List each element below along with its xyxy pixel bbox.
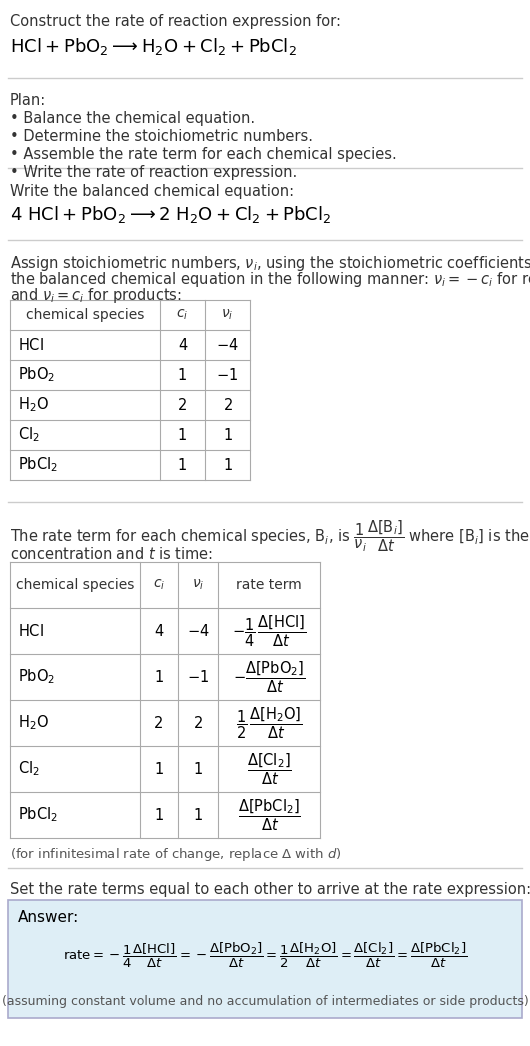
Text: Set the rate terms equal to each other to arrive at the rate expression:: Set the rate terms equal to each other t… bbox=[10, 882, 530, 897]
Text: $\dfrac{1}{2}\,\dfrac{\Delta[\mathrm{H_2O}]}{\Delta t}$: $\dfrac{1}{2}\,\dfrac{\Delta[\mathrm{H_2… bbox=[236, 705, 302, 741]
Text: $-\dfrac{\Delta[\mathrm{PbO_2}]}{\Delta t}$: $-\dfrac{\Delta[\mathrm{PbO_2}]}{\Delta … bbox=[233, 659, 305, 695]
Text: $\mathrm{HCl}$: $\mathrm{HCl}$ bbox=[18, 623, 44, 639]
Text: $-\dfrac{1}{4}\,\dfrac{\Delta[\mathrm{HCl}]}{\Delta t}$: $-\dfrac{1}{4}\,\dfrac{\Delta[\mathrm{HC… bbox=[232, 613, 306, 649]
Text: Assign stoichiometric numbers, $\nu_i$, using the stoichiometric coefficients, $: Assign stoichiometric numbers, $\nu_i$, … bbox=[10, 254, 530, 273]
Text: $\mathrm{H_2O}$: $\mathrm{H_2O}$ bbox=[18, 713, 49, 732]
Text: and $\nu_i = c_i$ for products:: and $\nu_i = c_i$ for products: bbox=[10, 286, 182, 305]
Text: • Write the rate of reaction expression.: • Write the rate of reaction expression. bbox=[10, 165, 297, 180]
Text: $\nu_i$: $\nu_i$ bbox=[192, 577, 204, 592]
Text: $\mathrm{H_2O}$: $\mathrm{H_2O}$ bbox=[18, 395, 49, 414]
Text: • Assemble the rate term for each chemical species.: • Assemble the rate term for each chemic… bbox=[10, 147, 397, 162]
Text: concentration and $t$ is time:: concentration and $t$ is time: bbox=[10, 546, 213, 562]
Text: $\mathrm{Cl_2}$: $\mathrm{Cl_2}$ bbox=[18, 759, 40, 778]
Text: (for infinitesimal rate of change, replace $\Delta$ with $d$): (for infinitesimal rate of change, repla… bbox=[10, 846, 342, 863]
Text: $-4$: $-4$ bbox=[216, 337, 239, 353]
Text: $\dfrac{\Delta[\mathrm{PbCl_2}]}{\Delta t}$: $\dfrac{\Delta[\mathrm{PbCl_2}]}{\Delta … bbox=[237, 797, 301, 833]
Text: 1: 1 bbox=[178, 428, 187, 442]
Text: $\mathrm{rate} = -\dfrac{1}{4}\dfrac{\Delta[\mathrm{HCl}]}{\Delta t} = -\dfrac{\: $\mathrm{rate} = -\dfrac{1}{4}\dfrac{\De… bbox=[63, 940, 467, 970]
Text: Plan:: Plan: bbox=[10, 93, 46, 108]
FancyBboxPatch shape bbox=[8, 900, 522, 1018]
Text: $\mathrm{PbCl_2}$: $\mathrm{PbCl_2}$ bbox=[18, 456, 58, 474]
Text: $\mathregular{HCl + PbO_2 \longrightarrow H_2O + Cl_2 + PbCl_2}$: $\mathregular{HCl + PbO_2 \longrightarro… bbox=[10, 36, 297, 56]
Text: Construct the rate of reaction expression for:: Construct the rate of reaction expressio… bbox=[10, 14, 341, 29]
Text: The rate term for each chemical species, $\mathrm{B}_i$, is $\dfrac{1}{\nu_i}\df: The rate term for each chemical species,… bbox=[10, 518, 530, 553]
Text: 1: 1 bbox=[154, 808, 164, 822]
Text: the balanced chemical equation in the following manner: $\nu_i = -c_i$ for react: the balanced chemical equation in the fo… bbox=[10, 270, 530, 289]
Text: $1$: $1$ bbox=[193, 808, 203, 823]
Text: 2: 2 bbox=[154, 715, 164, 730]
Text: 1: 1 bbox=[154, 669, 164, 684]
Text: chemical species: chemical species bbox=[16, 578, 134, 592]
Text: rate term: rate term bbox=[236, 578, 302, 592]
Text: • Determine the stoichiometric numbers.: • Determine the stoichiometric numbers. bbox=[10, 129, 313, 144]
Text: $\mathrm{HCl}$: $\mathrm{HCl}$ bbox=[18, 337, 44, 353]
Text: $\dfrac{\Delta[\mathrm{Cl_2}]}{\Delta t}$: $\dfrac{\Delta[\mathrm{Cl_2}]}{\Delta t}… bbox=[246, 751, 292, 787]
Text: 1: 1 bbox=[178, 367, 187, 383]
Text: $-1$: $-1$ bbox=[187, 669, 209, 685]
Text: Write the balanced chemical equation:: Write the balanced chemical equation: bbox=[10, 184, 294, 199]
Text: $\mathregular{4\ HCl + PbO_2 \longrightarrow 2\ H_2O + Cl_2 + PbCl_2}$: $\mathregular{4\ HCl + PbO_2 \longrighta… bbox=[10, 204, 331, 225]
Text: $c_i$: $c_i$ bbox=[176, 308, 189, 322]
Text: $\mathrm{PbO_2}$: $\mathrm{PbO_2}$ bbox=[18, 667, 55, 686]
Text: $-4$: $-4$ bbox=[187, 623, 209, 639]
Text: 1: 1 bbox=[178, 457, 187, 473]
Text: 2: 2 bbox=[178, 397, 187, 412]
Text: $1$: $1$ bbox=[223, 427, 233, 444]
Text: $-1$: $-1$ bbox=[216, 367, 238, 383]
Text: $1$: $1$ bbox=[193, 761, 203, 777]
Text: 1: 1 bbox=[154, 761, 164, 776]
Text: $1$: $1$ bbox=[223, 457, 233, 473]
Text: chemical species: chemical species bbox=[26, 308, 144, 322]
Text: 4: 4 bbox=[154, 623, 164, 638]
Text: $\mathrm{PbCl_2}$: $\mathrm{PbCl_2}$ bbox=[18, 805, 58, 824]
Text: (assuming constant volume and no accumulation of intermediates or side products): (assuming constant volume and no accumul… bbox=[2, 995, 528, 1008]
Text: $2$: $2$ bbox=[193, 715, 203, 731]
Text: $2$: $2$ bbox=[223, 397, 233, 413]
Text: $c_i$: $c_i$ bbox=[153, 577, 165, 592]
Text: 4: 4 bbox=[178, 338, 187, 353]
Text: Answer:: Answer: bbox=[18, 910, 80, 925]
Text: • Balance the chemical equation.: • Balance the chemical equation. bbox=[10, 111, 255, 126]
Text: $\mathrm{PbO_2}$: $\mathrm{PbO_2}$ bbox=[18, 366, 55, 384]
Text: $\mathrm{Cl_2}$: $\mathrm{Cl_2}$ bbox=[18, 426, 40, 445]
Text: $\nu_i$: $\nu_i$ bbox=[222, 308, 234, 322]
